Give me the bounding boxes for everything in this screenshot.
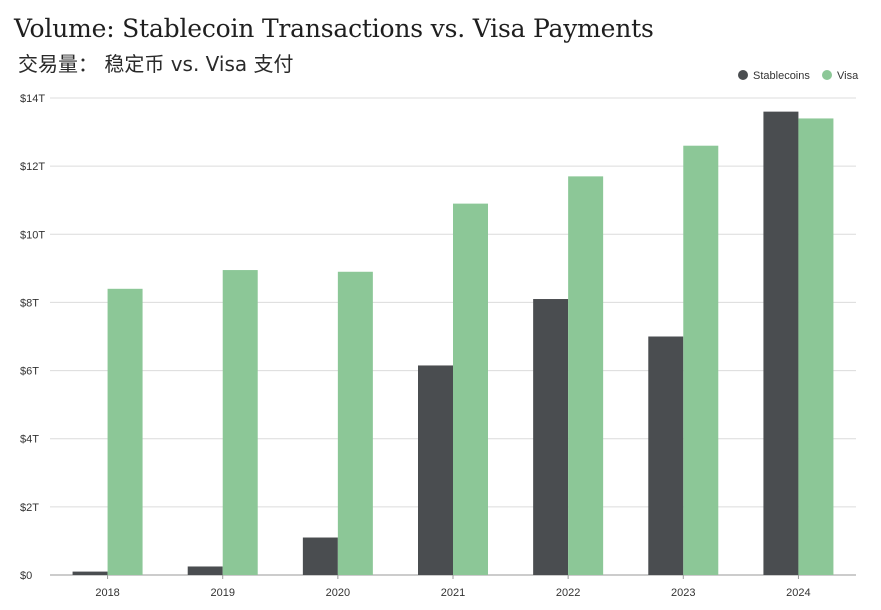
x-tick-label: 2020 [326,587,350,599]
legend-label-visa: Visa [837,70,859,82]
bar-stablecoins-2021 [418,365,453,575]
bar-stablecoins-2023 [648,336,684,575]
bar-visa-2021 [453,203,488,575]
bar-visa-2024 [798,118,834,575]
x-tick-label: 2022 [556,587,580,599]
bar-stablecoins-2020 [302,537,338,575]
legend-label-stablecoins: Stablecoins [753,70,810,82]
legend-marker-visa [822,70,832,80]
y-tick-label: $10T [20,229,45,241]
chart-subtitle: 交易量： 稳定币 vs. Visa 支付 [18,52,294,76]
y-tick-label: $0 [20,570,32,582]
x-tick-label: 2019 [210,587,234,599]
chart-title: Volume: Stablecoin Transactions vs. Visa… [14,14,654,43]
bar-stablecoins-2024 [763,111,799,575]
x-tick-label: 2018 [95,587,119,599]
bar-visa-2023 [683,145,719,575]
y-tick-label: $8T [20,297,39,309]
bar-stablecoins-2018 [72,571,108,575]
y-tick-label: $6T [20,366,39,378]
bar-visa-2018 [107,288,143,575]
bar-visa-2020 [337,271,373,575]
legend-marker-stablecoins [738,70,748,80]
y-tick-label: $12T [20,161,45,173]
bar-visa-2022 [568,176,604,575]
bar-stablecoins-2019 [187,566,223,575]
bar-stablecoins-2022 [533,299,569,575]
y-tick-label: $2T [20,502,39,514]
y-tick-label: $4T [20,434,39,446]
x-tick-label: 2023 [671,587,695,599]
x-tick-label: 2024 [786,587,810,599]
x-tick-label: 2021 [441,587,465,599]
y-tick-label: $14T [20,93,45,105]
bar-visa-2019 [222,270,258,575]
